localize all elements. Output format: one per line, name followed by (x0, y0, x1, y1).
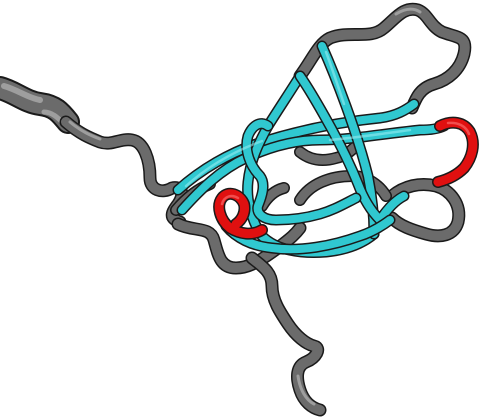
red-turn-left (213, 187, 268, 240)
red-turn-right (432, 116, 479, 188)
upper-loop (293, 2, 472, 115)
beta-sheet (172, 40, 450, 258)
n-terminal-tail (0, 76, 80, 134)
